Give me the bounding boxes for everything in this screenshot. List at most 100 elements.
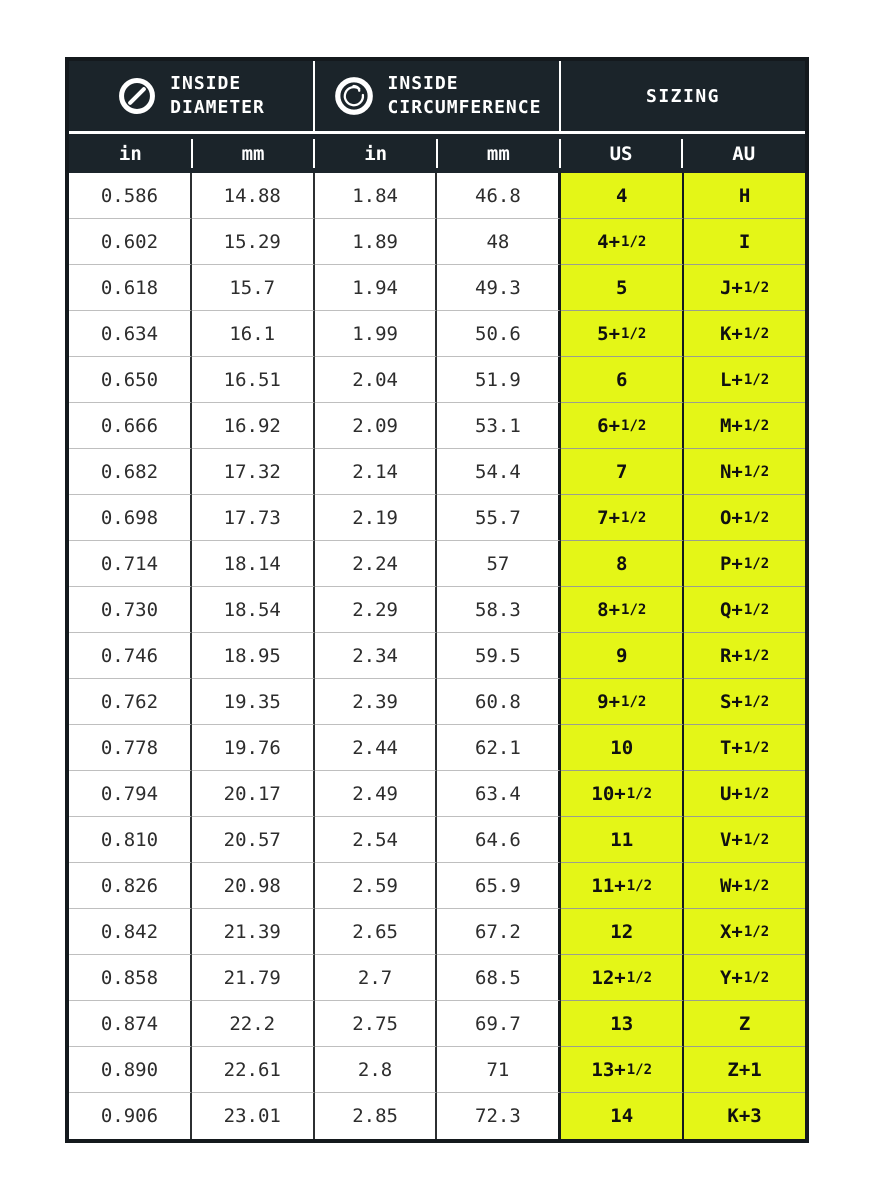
cell-circumference-in: 2.65: [314, 909, 438, 955]
cell-circumference-in: 2.19: [314, 495, 438, 541]
cell-diameter-mm: 16.92: [191, 403, 315, 449]
cell-diameter-in: 0.698: [69, 495, 192, 541]
cell-size-us: 9+ 1/2: [561, 679, 685, 725]
column-header-circumference-mm: mm: [436, 134, 560, 173]
cell-diameter-mm: 21.79: [191, 955, 315, 1001]
cell-size-au: K+ 1/2: [684, 311, 805, 357]
cell-size-au: Z+1: [684, 1047, 805, 1093]
cell-circumference-mm: 50.6: [437, 311, 562, 357]
header-label-line2: CIRCUMFERENCE: [387, 97, 542, 118]
cell-size-au: S+ 1/2: [684, 679, 805, 725]
cell-size-us: 5+ 1/2: [561, 311, 685, 357]
cell-size-au: H: [684, 173, 805, 219]
cell-diameter-in: 0.858: [69, 955, 192, 1001]
cell-size-us: 6: [561, 357, 685, 403]
table-row: 0.682 17.32 2.14 54.4 7 N+ 1/2: [69, 449, 805, 495]
table-row: 0.602 15.29 1.89 48 4+ 1/2 I: [69, 219, 805, 265]
cell-circumference-in: 2.85: [314, 1093, 438, 1139]
table-row: 0.858 21.79 2.7 68.5 12+ 1/2 Y+ 1/2: [69, 955, 805, 1001]
cell-diameter-mm: 19.76: [191, 725, 315, 771]
table-row: 0.730 18.54 2.29 58.3 8+ 1/2 Q+ 1/2: [69, 587, 805, 633]
cell-size-us: 10+ 1/2: [561, 771, 685, 817]
cell-size-us: 8+ 1/2: [561, 587, 685, 633]
table-row: 0.906 23.01 2.85 72.3 14 K+3: [69, 1093, 805, 1139]
cell-size-us: 13+ 1/2: [561, 1047, 685, 1093]
cell-circumference-mm: 49.3: [437, 265, 562, 311]
cell-diameter-in: 0.602: [69, 219, 192, 265]
cell-circumference-mm: 51.9: [437, 357, 562, 403]
circumference-icon: [333, 75, 375, 117]
cell-diameter-mm: 16.51: [191, 357, 315, 403]
column-header-diameter-mm: mm: [190, 134, 315, 173]
cell-circumference-in: 1.84: [314, 173, 438, 219]
cell-size-au: V+ 1/2: [684, 817, 805, 863]
table-row: 0.698 17.73 2.19 55.7 7+ 1/2 O+ 1/2: [69, 495, 805, 541]
cell-size-us: 11: [561, 817, 685, 863]
cell-diameter-mm: 18.54: [191, 587, 315, 633]
cell-diameter-in: 0.794: [69, 771, 192, 817]
cell-diameter-in: 0.586: [69, 173, 192, 219]
cell-diameter-mm: 18.14: [191, 541, 315, 587]
header-label-sizing: SIZING: [645, 85, 721, 107]
cell-diameter-mm: 18.95: [191, 633, 315, 679]
column-header-us: US: [558, 134, 683, 173]
table-row: 0.586 14.88 1.84 46.8 4 H: [69, 173, 805, 219]
cell-diameter-mm: 14.88: [191, 173, 315, 219]
cell-size-au: W+ 1/2: [684, 863, 805, 909]
cell-circumference-mm: 62.1: [437, 725, 562, 771]
column-header-au: AU: [681, 134, 805, 173]
cell-size-au: J+ 1/2: [684, 265, 805, 311]
table-row: 0.826 20.98 2.59 65.9 11+ 1/2 W+ 1/2: [69, 863, 805, 909]
cell-circumference-mm: 46.8: [437, 173, 562, 219]
cell-circumference-in: 2.7: [314, 955, 438, 1001]
cell-size-us: 5: [561, 265, 685, 311]
cell-circumference-mm: 72.3: [437, 1093, 562, 1139]
cell-size-us: 8: [561, 541, 685, 587]
cell-diameter-in: 0.666: [69, 403, 192, 449]
cell-diameter-in: 0.842: [69, 909, 192, 955]
cell-diameter-in: 0.778: [69, 725, 192, 771]
cell-size-us: 6+ 1/2: [561, 403, 685, 449]
cell-circumference-in: 2.75: [314, 1001, 438, 1047]
cell-size-us: 12+ 1/2: [561, 955, 685, 1001]
cell-diameter-in: 0.890: [69, 1047, 192, 1093]
cell-circumference-in: 1.94: [314, 265, 438, 311]
cell-size-us: 4: [561, 173, 685, 219]
table-row: 0.666 16.92 2.09 53.1 6+ 1/2 M+ 1/2: [69, 403, 805, 449]
table-row: 0.810 20.57 2.54 64.6 11 V+ 1/2: [69, 817, 805, 863]
cell-circumference-mm: 65.9: [437, 863, 562, 909]
cell-circumference-in: 1.89: [314, 219, 438, 265]
cell-diameter-in: 0.906: [69, 1093, 192, 1139]
table-row: 0.618 15.7 1.94 49.3 5 J+ 1/2: [69, 265, 805, 311]
cell-diameter-in: 0.762: [69, 679, 192, 725]
cell-circumference-mm: 59.5: [437, 633, 562, 679]
cell-size-au: T+ 1/2: [684, 725, 805, 771]
table-row: 0.794 20.17 2.49 63.4 10+ 1/2 U+ 1/2: [69, 771, 805, 817]
cell-circumference-in: 1.99: [314, 311, 438, 357]
cell-size-us: 7: [561, 449, 685, 495]
cell-size-us: 4+ 1/2: [561, 219, 685, 265]
cell-diameter-mm: 17.32: [191, 449, 315, 495]
cell-circumference-mm: 60.8: [437, 679, 562, 725]
cell-circumference-mm: 57: [437, 541, 562, 587]
cell-size-au: O+ 1/2: [684, 495, 805, 541]
cell-diameter-in: 0.618: [69, 265, 192, 311]
cell-size-au: M+ 1/2: [684, 403, 805, 449]
cell-diameter-mm: 22.61: [191, 1047, 315, 1093]
cell-diameter-mm: 23.01: [191, 1093, 315, 1139]
cell-circumference-mm: 67.2: [437, 909, 562, 955]
cell-diameter-mm: 20.98: [191, 863, 315, 909]
cell-circumference-mm: 58.3: [437, 587, 562, 633]
cell-diameter-mm: 20.17: [191, 771, 315, 817]
cell-diameter-mm: 15.29: [191, 219, 315, 265]
header-label-line1: INSIDE: [387, 72, 459, 94]
cell-diameter-in: 0.826: [69, 863, 192, 909]
cell-diameter-mm: 20.57: [191, 817, 315, 863]
table-header: INSIDE DIAMETER INSIDE CIRCUMFERENCE: [69, 61, 805, 134]
cell-diameter-mm: 22.2: [191, 1001, 315, 1047]
table-row: 0.634 16.1 1.99 50.6 5+ 1/2 K+ 1/2: [69, 311, 805, 357]
cell-diameter-mm: 15.7: [191, 265, 315, 311]
cell-diameter-mm: 16.1: [191, 311, 315, 357]
cell-size-us: 14: [561, 1093, 685, 1139]
